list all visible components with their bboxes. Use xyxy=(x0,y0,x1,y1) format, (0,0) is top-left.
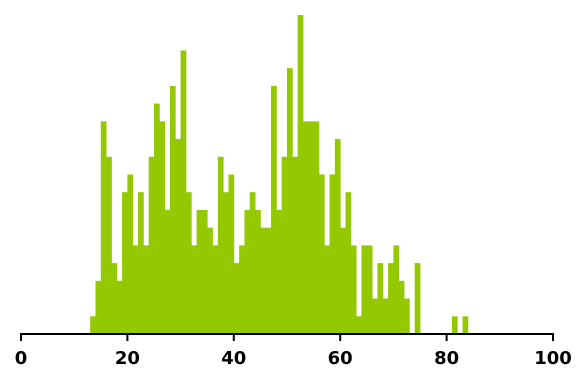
histogram-bar xyxy=(159,121,166,334)
x-tick-label: 60 xyxy=(328,348,353,369)
histogram-bar xyxy=(207,227,213,334)
x-tick-label: 80 xyxy=(434,348,459,369)
histogram-bar xyxy=(414,263,421,334)
histogram-bar xyxy=(217,156,224,334)
histogram-bar xyxy=(132,245,139,334)
histogram-bar xyxy=(372,298,378,334)
histogram-bar xyxy=(398,280,405,334)
histogram-bar xyxy=(462,316,469,334)
histogram-bar xyxy=(244,209,251,334)
histogram-bar xyxy=(271,85,277,334)
histogram-bar xyxy=(255,209,261,334)
histogram-bar xyxy=(138,192,144,334)
histogram-bar xyxy=(297,15,304,334)
histogram-bar xyxy=(340,227,346,334)
histogram-bar xyxy=(388,263,394,334)
histogram-bar xyxy=(175,139,181,334)
histogram-bar xyxy=(233,263,240,334)
histogram-bar xyxy=(356,316,362,334)
histogram-bar xyxy=(308,121,314,334)
histogram-bar xyxy=(164,209,171,334)
histogram-bar xyxy=(287,68,293,335)
histogram-bar xyxy=(111,263,118,334)
histogram-bar xyxy=(324,245,330,334)
histogram-bar xyxy=(106,156,112,334)
histogram-bar xyxy=(276,209,283,334)
histogram-bar xyxy=(345,192,352,334)
histogram-bar xyxy=(249,192,256,334)
x-tick-label: 0 xyxy=(15,348,28,369)
x-tick-label: 20 xyxy=(115,348,140,369)
histogram-bar xyxy=(292,156,299,334)
histogram-bar xyxy=(196,209,203,334)
histogram-bar xyxy=(361,245,368,334)
histogram-bar xyxy=(154,103,160,334)
histogram-bar xyxy=(191,245,197,334)
histogram-bar xyxy=(350,245,357,334)
histogram-bar xyxy=(281,156,288,334)
histogram-bar xyxy=(95,280,102,334)
histogram-bar xyxy=(127,174,134,334)
histogram-bar xyxy=(90,316,96,334)
histogram-bar xyxy=(366,245,373,334)
histogram-bar xyxy=(377,263,384,334)
histogram-bar xyxy=(393,245,400,334)
x-tick-label: 40 xyxy=(221,348,246,369)
histogram-bar xyxy=(302,121,309,334)
histogram-bar xyxy=(334,139,341,334)
histogram-bar xyxy=(223,192,229,334)
histogram-bar xyxy=(212,245,219,334)
histogram-bar xyxy=(122,192,128,334)
histogram-bar xyxy=(313,121,320,334)
histogram-bar xyxy=(239,245,245,334)
histogram-bar xyxy=(100,121,107,334)
histogram-bars xyxy=(90,15,469,335)
histogram-bar xyxy=(201,209,208,334)
histogram-bar xyxy=(318,174,325,334)
x-tick-label: 100 xyxy=(534,348,572,369)
histogram-bar xyxy=(382,298,389,334)
histogram-bar xyxy=(329,174,336,334)
x-axis-ticks: 0 20 40 60 80 100 xyxy=(15,334,572,369)
histogram-bar xyxy=(228,174,235,334)
histogram-bar xyxy=(148,156,155,334)
histogram-bar xyxy=(143,245,150,334)
histogram-bar xyxy=(404,298,410,334)
histogram-bar xyxy=(169,85,176,334)
histogram-bar xyxy=(185,192,192,334)
histogram-bar xyxy=(265,227,272,334)
histogram-bar xyxy=(116,280,123,334)
histogram-bar xyxy=(260,227,267,334)
histogram-bar xyxy=(451,316,458,334)
histogram-bar xyxy=(180,50,187,334)
